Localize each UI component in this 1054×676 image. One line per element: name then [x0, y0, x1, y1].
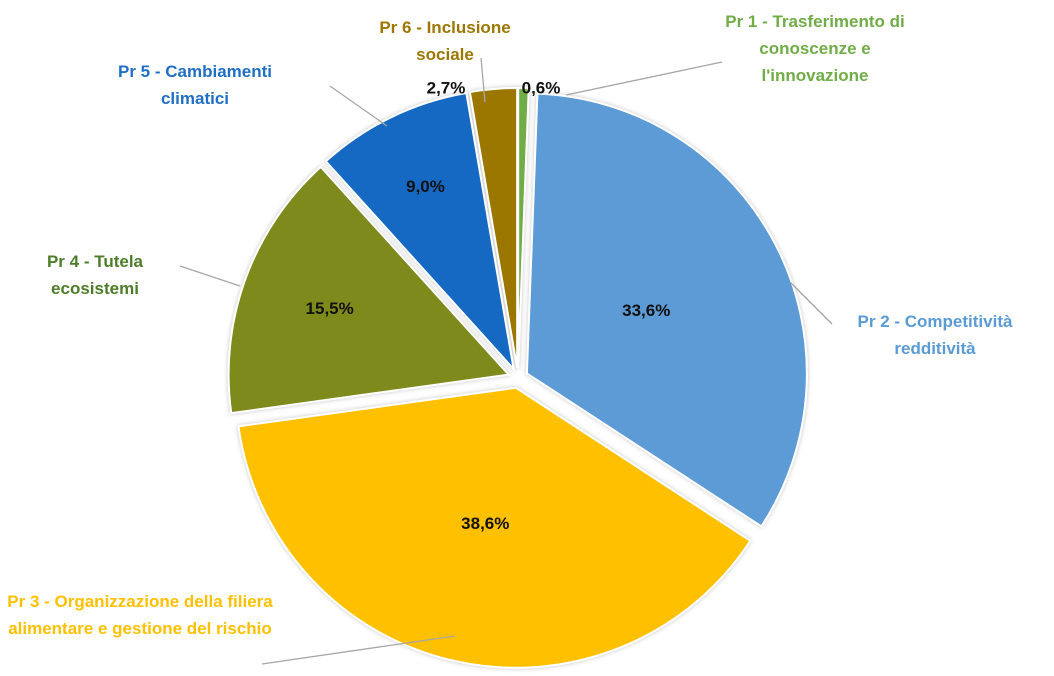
slice: [468, 87, 519, 369]
value-label: 33,6%: [622, 301, 670, 320]
leader-line: [565, 61, 723, 96]
leader-line: [329, 85, 388, 127]
slice: [227, 165, 511, 415]
leader-line: [179, 265, 241, 287]
category-label: Pr 5 - Cambiamenti climatici: [118, 62, 272, 108]
value-label: 9,0%: [406, 177, 445, 196]
leader-line: [480, 57, 486, 103]
category-label: Pr 1 - Trasferimento di conoscenze e l'i…: [725, 12, 905, 85]
slice: [237, 386, 752, 669]
value-label: 15,5%: [306, 299, 354, 318]
category-label: Pr 6 - Inclusione sociale: [379, 18, 511, 64]
slice: [324, 91, 516, 373]
leader-line: [789, 281, 833, 325]
slices: [227, 87, 808, 669]
value-label: 2,7%: [427, 78, 466, 97]
slice: [525, 92, 808, 528]
category-label: Pr 4 - Tutela ecosistemi: [46, 252, 144, 298]
value-label: 38,6%: [461, 514, 509, 533]
leader-line: [261, 635, 456, 665]
slice: [517, 87, 530, 369]
category-label: Pr 3 - Organizzazione della filiera alim…: [7, 592, 273, 638]
category-label: Pr 2 - Competitività redditività: [857, 312, 1013, 358]
value-label: 0,6%: [522, 78, 561, 97]
